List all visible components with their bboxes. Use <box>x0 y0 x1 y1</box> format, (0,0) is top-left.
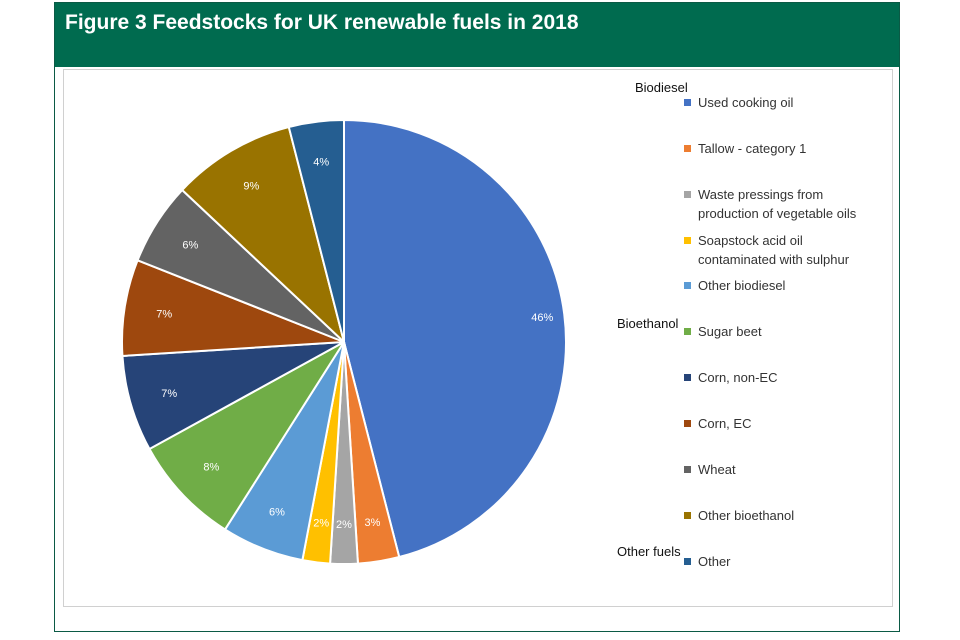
legend-label-3: Soapstock acid oil contaminated with sulp… <box>698 233 850 267</box>
slice-value-label-0: 46% <box>531 312 553 324</box>
chart-title: Figure 3 Feedstocks for UK renewable fue… <box>65 11 579 34</box>
pie-slices <box>121 118 567 565</box>
pie-slice-0 <box>343 118 567 559</box>
pie-value-labels: 46% 3% 2% 2% 6% 8% 7% 7% 6% 9% 4% <box>156 156 553 531</box>
legend-label-9: Other bioethanol <box>698 508 794 523</box>
legend-label-7: Corn, EC <box>698 416 751 431</box>
pie-slice-10 <box>287 118 345 343</box>
legend-label-2: Waste pressings from production of vegeta… <box>698 187 857 221</box>
slice-value-label-10: 4% <box>313 156 329 168</box>
legend-swatch-8 <box>684 466 691 473</box>
legend-swatch-5 <box>684 328 691 335</box>
legend-label-5: Sugar beet <box>698 324 762 339</box>
slice-value-label-3: 2% <box>313 518 329 530</box>
legend-swatch-9 <box>684 512 691 519</box>
legend-group-1: Bioethanol <box>617 316 679 331</box>
slice-value-label-6: 7% <box>161 388 177 400</box>
legend-label-8: Wheat <box>698 462 736 477</box>
legend-swatch-6 <box>684 374 691 381</box>
legend-swatch-3 <box>684 237 691 244</box>
legend-label-6: Corn, non-EC <box>698 370 777 385</box>
slice-value-label-4: 6% <box>269 506 285 518</box>
slice-value-label-9: 9% <box>243 180 259 192</box>
title-banner: Figure 3 Feedstocks for UK renewable fue… <box>55 3 899 67</box>
plot-area: 46% 3% 2% 2% 6% 8% 7% 7% 6% 9% 4% Biodiesel Bioetha… <box>63 69 893 607</box>
pie-chart: 46% 3% 2% 2% 6% 8% 7% 7% 6% 9% 4% Biodiesel Bioetha… <box>121 80 857 569</box>
legend-swatch-10 <box>684 558 691 565</box>
legend-label-1: Tallow - category 1 <box>698 141 806 156</box>
legend-label-10: Other <box>698 554 731 569</box>
legend-swatch-2 <box>684 191 691 198</box>
legend-label-0: Used cooking oil <box>698 95 793 110</box>
slice-value-label-1: 3% <box>365 517 381 529</box>
figure-frame: Figure 3 Feedstocks for UK renewable fue… <box>54 2 900 632</box>
legend-label-4: Other biodiesel <box>698 278 786 293</box>
legend-group-0: Biodiesel <box>635 80 688 95</box>
slice-value-label-8: 6% <box>182 239 198 251</box>
legend-group-2: Other fuels <box>617 544 681 559</box>
legend-swatch-1 <box>684 145 691 152</box>
pie-slice-5 <box>148 341 345 531</box>
legend-swatch-7 <box>684 420 691 427</box>
pie-slice-9 <box>180 125 346 346</box>
legend-swatch-4 <box>684 282 691 289</box>
legend-swatch-0 <box>684 99 691 106</box>
slice-value-label-5: 8% <box>203 462 219 474</box>
legend: Biodiesel Bioethanol Other fuels Used cooki… <box>617 80 857 569</box>
slice-value-label-2: 2% <box>336 519 352 531</box>
slice-value-label-7: 7% <box>156 309 172 321</box>
